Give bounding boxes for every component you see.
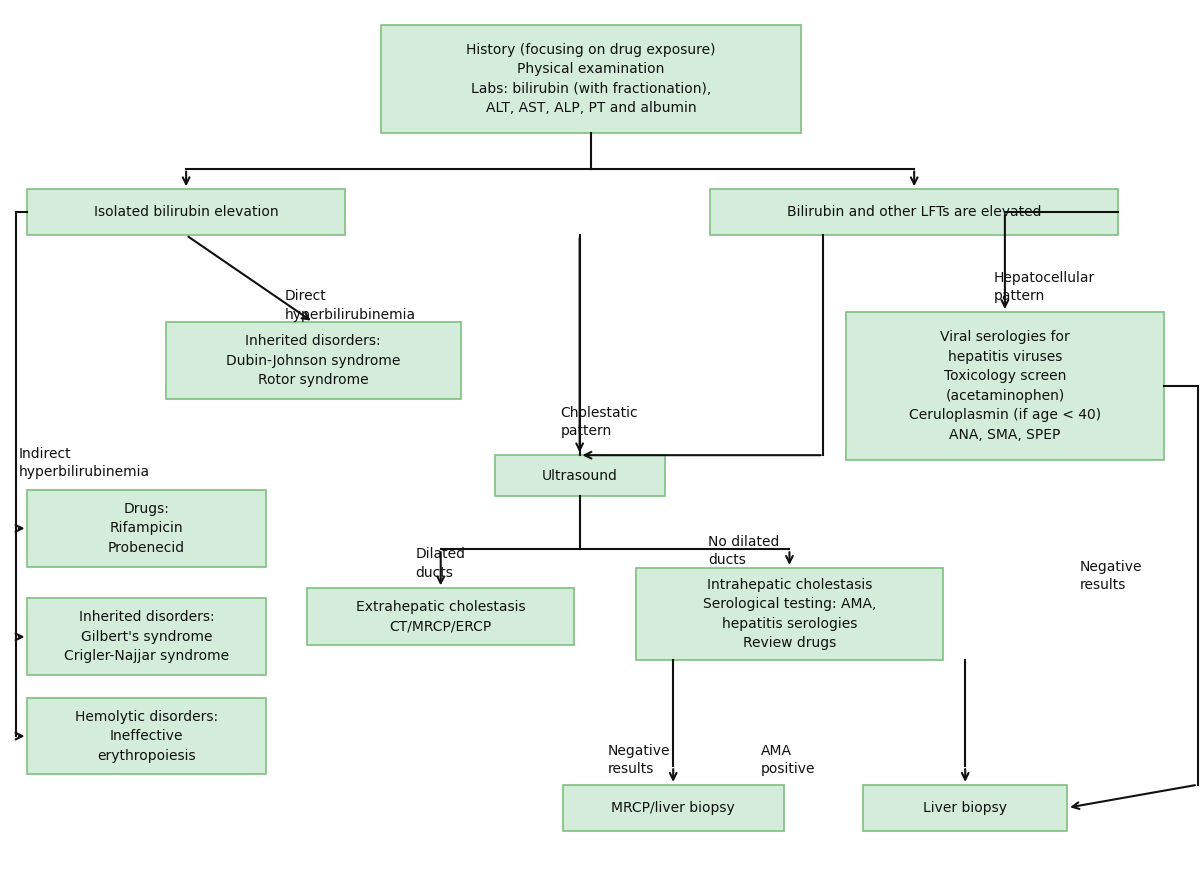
FancyBboxPatch shape bbox=[28, 490, 265, 567]
Text: Indirect
hyperbilirubinemia: Indirect hyperbilirubinemia bbox=[18, 447, 150, 479]
Text: Viral serologies for
hepatitis viruses
Toxicology screen
(acetaminophen)
Cerulop: Viral serologies for hepatitis viruses T… bbox=[908, 331, 1100, 442]
Text: Isolated bilirubin elevation: Isolated bilirubin elevation bbox=[94, 205, 278, 219]
FancyBboxPatch shape bbox=[863, 785, 1067, 831]
FancyBboxPatch shape bbox=[28, 697, 265, 774]
FancyBboxPatch shape bbox=[28, 598, 265, 675]
FancyBboxPatch shape bbox=[710, 190, 1118, 235]
FancyBboxPatch shape bbox=[382, 25, 800, 133]
Text: Bilirubin and other LFTs are elevated: Bilirubin and other LFTs are elevated bbox=[787, 205, 1042, 219]
FancyBboxPatch shape bbox=[166, 322, 461, 399]
Text: Ultrasound: Ultrasound bbox=[541, 468, 618, 483]
Text: History (focusing on drug exposure)
Physical examination
Labs: bilirubin (with f: History (focusing on drug exposure) Phys… bbox=[467, 43, 715, 115]
Text: Drugs:
Rifampicin
Probenecid: Drugs: Rifampicin Probenecid bbox=[108, 502, 185, 555]
Text: MRCP/liver biopsy: MRCP/liver biopsy bbox=[611, 801, 736, 814]
Text: Hepatocellular
pattern: Hepatocellular pattern bbox=[994, 271, 1094, 303]
Text: Extrahepatic cholestasis
CT/MRCP/ERCP: Extrahepatic cholestasis CT/MRCP/ERCP bbox=[356, 600, 526, 633]
Text: Liver biopsy: Liver biopsy bbox=[923, 801, 1007, 814]
Text: No dilated
ducts: No dilated ducts bbox=[708, 535, 779, 568]
FancyBboxPatch shape bbox=[636, 568, 942, 660]
Text: Cholestatic
pattern: Cholestatic pattern bbox=[560, 406, 638, 438]
FancyBboxPatch shape bbox=[563, 785, 784, 831]
FancyBboxPatch shape bbox=[28, 190, 344, 235]
FancyBboxPatch shape bbox=[307, 588, 574, 645]
Text: Hemolytic disorders:
Ineffective
erythropoiesis: Hemolytic disorders: Ineffective erythro… bbox=[74, 710, 218, 763]
Text: Negative
results: Negative results bbox=[608, 744, 671, 776]
Text: Inherited disorders:
Dubin-Johnson syndrome
Rotor syndrome: Inherited disorders: Dubin-Johnson syndr… bbox=[226, 334, 401, 387]
Text: Direct
hyperbilirubinemia: Direct hyperbilirubinemia bbox=[284, 290, 416, 322]
Text: Intrahepatic cholestasis
Serological testing: AMA,
hepatitis serologies
Review d: Intrahepatic cholestasis Serological tes… bbox=[703, 578, 876, 650]
Text: Inherited disorders:
Gilbert's syndrome
Crigler-Najjar syndrome: Inherited disorders: Gilbert's syndrome … bbox=[64, 611, 229, 663]
Text: Dilated
ducts: Dilated ducts bbox=[415, 547, 466, 579]
Text: Negative
results: Negative results bbox=[1080, 560, 1142, 592]
Text: AMA
positive: AMA positive bbox=[761, 744, 816, 776]
FancyBboxPatch shape bbox=[494, 455, 665, 496]
FancyBboxPatch shape bbox=[846, 312, 1164, 460]
